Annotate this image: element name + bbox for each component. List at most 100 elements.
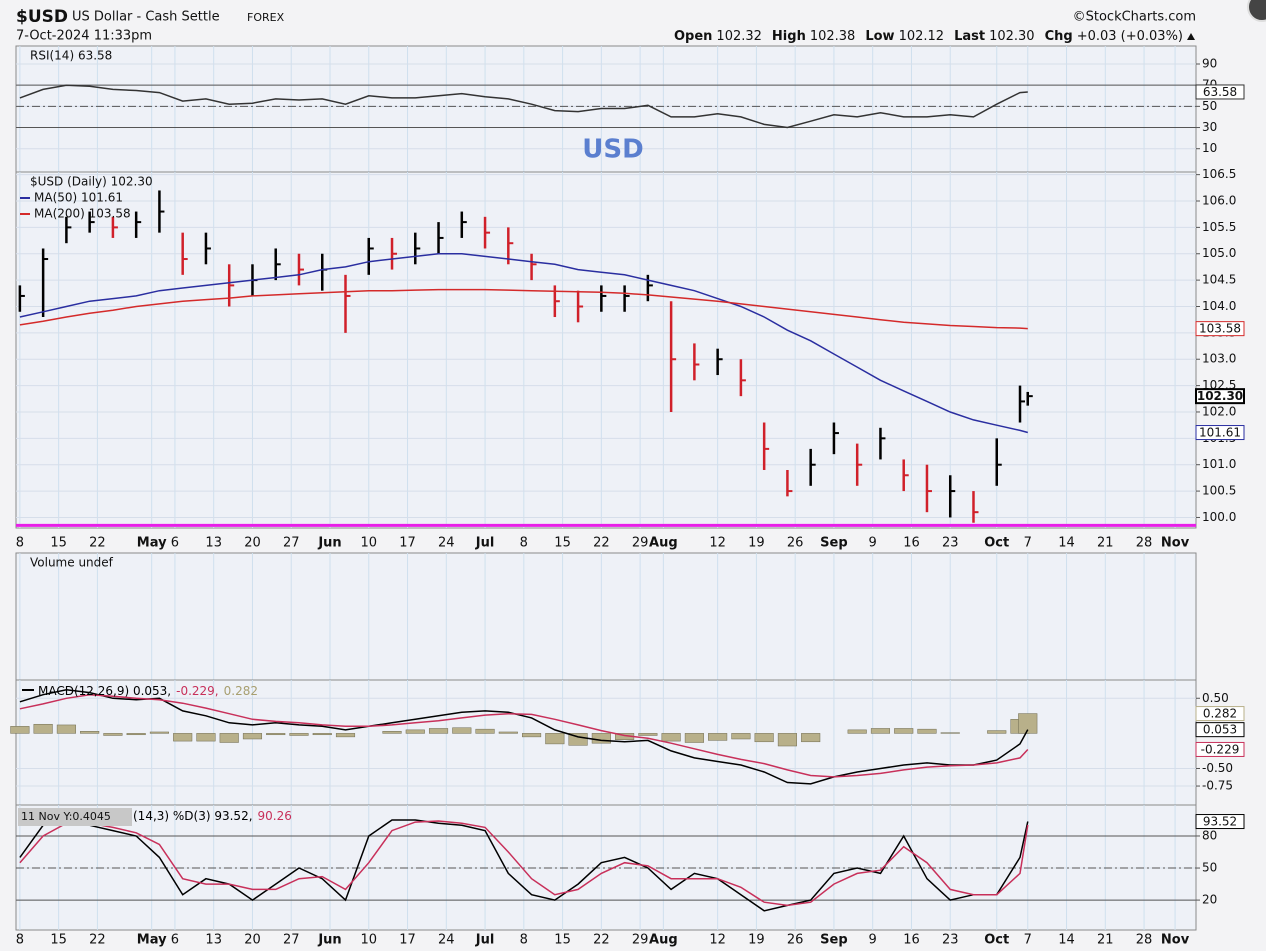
histogram-bar xyxy=(708,733,728,741)
y-tick-label: 10 xyxy=(1202,141,1217,155)
x-tick-label: Aug xyxy=(649,536,678,551)
histogram-bar xyxy=(475,728,495,734)
x-tick-label: 19 xyxy=(748,933,765,948)
histogram-bar xyxy=(428,728,449,734)
histogram-bar xyxy=(149,731,169,734)
value-tag xyxy=(1195,321,1245,337)
x-tick-label: 28 xyxy=(1136,536,1153,551)
x-tick-label: 23 xyxy=(942,536,959,551)
quote-value: +0.03 (+0.03%) xyxy=(1077,29,1183,44)
value-tag-label: 0.282 xyxy=(1203,707,1237,721)
x-tick-label: 12 xyxy=(709,933,726,948)
histogram-bar xyxy=(219,733,239,743)
x-tick-label: Oct xyxy=(984,536,1009,551)
x-tick-label: 16 xyxy=(903,536,920,551)
histogram-bar xyxy=(987,730,1007,734)
quote-value: 102.38 xyxy=(810,29,856,44)
y-tick-label: 106.0 xyxy=(1202,194,1236,208)
panel-title: Volume undef xyxy=(30,556,114,570)
y-tick-label: -0.50 xyxy=(1202,761,1233,775)
close-button[interactable] xyxy=(1247,0,1266,22)
quote-value: 102.12 xyxy=(899,29,945,44)
x-tick-label: 27 xyxy=(283,933,300,948)
y-tick-label: -0.75 xyxy=(1202,779,1233,793)
x-tick-label: 21 xyxy=(1097,933,1114,948)
legend: (14,3) %D(3) 93.52, 90.26 xyxy=(133,809,292,823)
x-tick-label: 29 xyxy=(632,933,649,948)
value-tag xyxy=(1195,425,1245,441)
y-tick-label: 105.0 xyxy=(1202,246,1236,260)
x-tick-label: 8 xyxy=(16,536,24,551)
histogram-bar xyxy=(173,733,193,742)
histogram-bar xyxy=(777,733,797,747)
value-tag-label: 101.61 xyxy=(1199,426,1241,440)
histogram-bar xyxy=(661,733,681,742)
y-tick-label: 0.50 xyxy=(1202,691,1229,705)
x-tick-label: 13 xyxy=(205,536,222,551)
series-line xyxy=(19,693,1029,778)
x-tick-label: 6 xyxy=(171,933,179,948)
histogram-bar xyxy=(940,732,960,734)
x-tick-label: 7 xyxy=(1024,933,1032,948)
x-tick-label: 14 xyxy=(1058,933,1075,948)
x-tick-label: 8 xyxy=(520,933,528,948)
quote-value: 102.32 xyxy=(716,29,762,44)
cursor-label-box xyxy=(18,808,132,826)
legend-item: -0.229, xyxy=(176,684,219,698)
x-tick-label: 17 xyxy=(399,536,416,551)
histogram-bar xyxy=(917,728,937,734)
x-tick-label: Jul xyxy=(475,536,495,551)
exchange: FOREX xyxy=(247,11,285,24)
x-tick-label: 15 xyxy=(554,536,571,551)
histogram-bar xyxy=(545,733,565,745)
series-line xyxy=(19,820,1029,907)
x-tick-label: 15 xyxy=(50,933,67,948)
histogram-bar xyxy=(266,733,286,736)
x-tick-label: 7 xyxy=(1024,536,1032,551)
y-tick-label: 100.0 xyxy=(1202,510,1236,524)
y-tick-label: 106.5 xyxy=(1202,167,1236,181)
series-line xyxy=(19,252,1028,434)
histogram-bar xyxy=(242,733,263,740)
y-tick-label: 80 xyxy=(1202,828,1217,842)
x-tick-label: 22 xyxy=(89,933,106,948)
histogram-bar xyxy=(591,733,611,744)
histogram-bar xyxy=(847,729,867,734)
legend-label: MA(200) 103.58 xyxy=(34,207,131,221)
quote-label: Low xyxy=(865,29,894,44)
quote-label: Open xyxy=(674,29,712,44)
symbol: $USD xyxy=(16,7,68,27)
x-tick-label: 20 xyxy=(244,536,261,551)
histogram-bar xyxy=(10,726,30,734)
x-tick-label: 17 xyxy=(399,933,416,948)
histogram-bar xyxy=(638,733,658,736)
x-tick-label: 22 xyxy=(89,536,106,551)
legend-label: MA(50) 101.61 xyxy=(34,191,123,205)
x-tick-label: 6 xyxy=(171,536,179,551)
y-tick-label: 101.0 xyxy=(1202,457,1236,471)
x-tick-label: 29 xyxy=(632,536,649,551)
x-tick-label: 21 xyxy=(1097,536,1114,551)
y-tick-label: 50 xyxy=(1202,99,1217,113)
x-tick-label: 9 xyxy=(869,933,877,948)
histogram-bar xyxy=(312,733,332,736)
histogram-bar xyxy=(56,724,76,734)
x-tick-label: Jun xyxy=(317,933,341,948)
y-tick-label: 102.0 xyxy=(1202,404,1236,418)
panel-title: $USD (Daily) 102.30 xyxy=(30,175,153,189)
legend-item: (14,3) %D(3) 93.52, xyxy=(133,809,253,823)
value-tag-label: 103.58 xyxy=(1199,322,1241,336)
histogram-bar xyxy=(335,733,356,738)
value-tag xyxy=(1195,741,1245,757)
histogram-bar xyxy=(196,733,216,742)
x-tick-label: 8 xyxy=(520,536,528,551)
quote: Open 102.32 High 102.38 Low 102.12 Last 102.30 C… xyxy=(674,29,1183,44)
x-tick-label: 14 xyxy=(1058,536,1075,551)
date: 7-Oct-2024 11:33pm xyxy=(16,29,152,44)
value-tag-label: -0.229 xyxy=(1201,742,1240,756)
cursor-label: 11 Nov Y:0.4045 xyxy=(21,810,111,823)
y-tick-label: 90 xyxy=(1202,57,1217,71)
x-tick-label: 15 xyxy=(50,536,67,551)
